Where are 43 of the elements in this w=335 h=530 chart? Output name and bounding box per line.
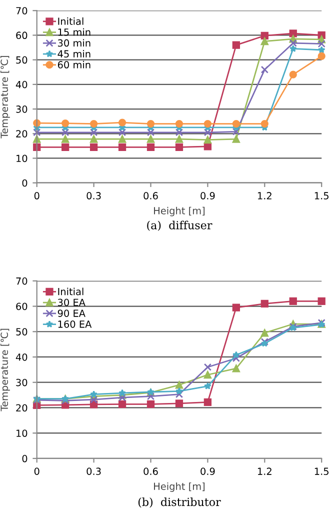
y-tick-label: 30 — [16, 378, 28, 386]
y-tick-label: 60 — [16, 302, 28, 310]
y-tick-label: 0 — [22, 454, 28, 462]
x-tick-label: 1.5 — [314, 192, 328, 200]
y-tick-label: 40 — [16, 80, 28, 88]
legend-label: Initial — [58, 288, 84, 296]
y-axis-title: Temperature [℃] — [0, 56, 10, 138]
legend-label: 90 EA — [58, 310, 86, 317]
text: (b) distributor — [138, 498, 221, 508]
x-tick-label: 0.3 — [86, 192, 101, 200]
x-tick-label: 0 — [34, 192, 40, 200]
x-tick-label: 1.2 — [258, 192, 272, 200]
x-tick-label: 0.6 — [144, 468, 158, 476]
x-tick-label: 1.5 — [314, 468, 328, 476]
legend-label: 15 min — [58, 28, 90, 36]
legend-label: 160 EA — [58, 320, 92, 328]
y-tick-label: 60 — [16, 32, 28, 40]
x-tick-label: 0.6 — [144, 192, 158, 200]
x-axis-title: Height [m] — [154, 206, 205, 216]
x-tick-label: 1.2 — [258, 468, 272, 475]
y-axis-title: Temperature [℃] — [0, 328, 10, 412]
x-axis-title: Height [m] — [154, 482, 205, 492]
y-tick-label: 30 — [16, 106, 28, 113]
legend-label: 45 min — [58, 50, 90, 58]
y-tick-label: 20 — [16, 404, 28, 412]
y-tick-label: 0 — [22, 179, 28, 187]
x-tick-label: 0 — [34, 468, 40, 476]
legend-label: 30 EA — [58, 298, 86, 306]
legend-label: 60 min — [58, 60, 90, 68]
y-tick-label: 10 — [16, 430, 28, 437]
legend-label: 30 min — [58, 39, 90, 47]
y-tick-label: 10 — [16, 154, 28, 162]
text: (a) diffuser — [147, 220, 212, 231]
x-tick-label: 0.3 — [86, 468, 101, 476]
y-tick-label: 70 — [16, 7, 28, 14]
y-tick-label: 50 — [16, 328, 28, 336]
y-tick-label: 70 — [16, 277, 28, 285]
y-tick-label: 20 — [16, 130, 28, 138]
y-tick-label: 40 — [16, 353, 28, 361]
legend-label: Initial — [58, 17, 84, 25]
x-tick-label: 0.9 — [200, 468, 215, 476]
x-tick-label: 0.9 — [200, 192, 215, 200]
y-tick-label: 50 — [16, 56, 28, 64]
